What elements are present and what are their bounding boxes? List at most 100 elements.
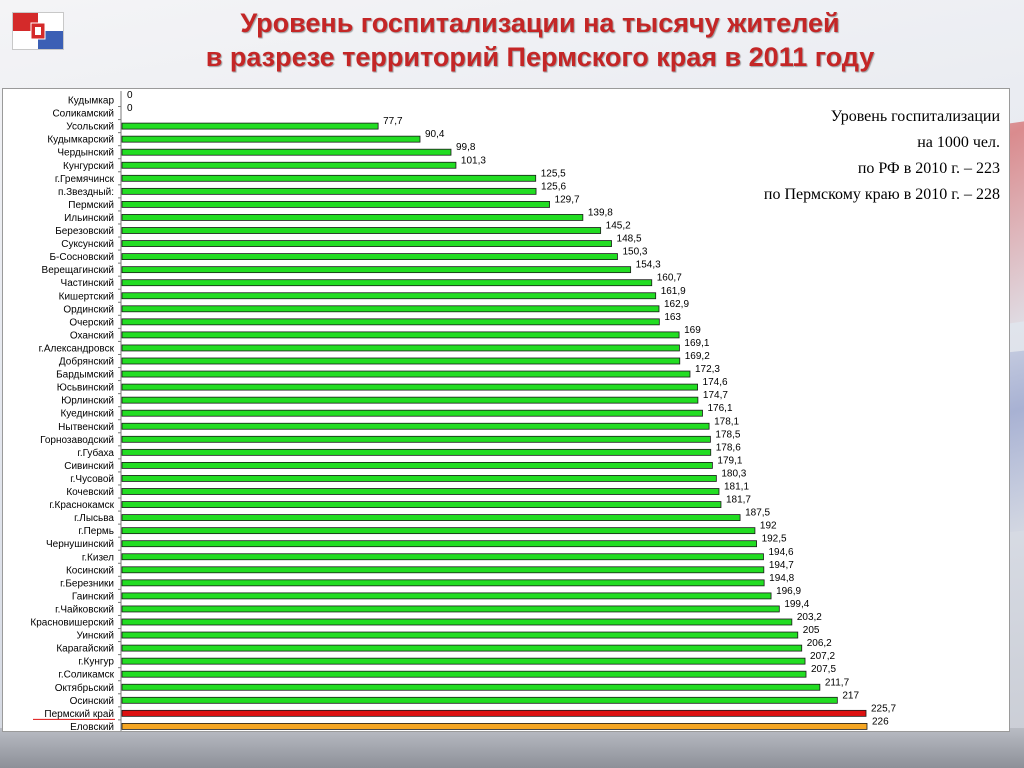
bar <box>121 475 717 482</box>
data-label: 226 <box>872 716 889 727</box>
data-label: 99,8 <box>456 142 476 153</box>
data-label: 194,8 <box>769 573 794 584</box>
category-label: Кунгурский <box>63 161 114 172</box>
data-label: 217 <box>842 690 859 701</box>
bar <box>121 383 698 391</box>
category-label: Верещагинский <box>42 265 114 276</box>
data-label: 174,7 <box>703 390 728 401</box>
title-line-2: в разрезе территорий Пермского края в 20… <box>205 42 875 72</box>
bar <box>121 292 657 300</box>
bar <box>121 201 550 208</box>
category-label: Карагайский <box>56 644 114 655</box>
data-label: 207,5 <box>811 664 836 675</box>
data-label: 162,9 <box>664 299 689 310</box>
bar <box>121 266 632 274</box>
category-label: Юрлинский <box>61 396 114 407</box>
data-label: 180,3 <box>721 468 746 479</box>
bar <box>121 227 602 234</box>
data-label: 90,4 <box>425 129 445 140</box>
data-label: 178,1 <box>714 416 739 427</box>
category-label: Очерский <box>69 317 114 328</box>
category-label: г.Березники <box>60 578 114 589</box>
title-line-1: Уровень госпитализации на тысячу жителей <box>240 8 840 38</box>
data-label: 192,5 <box>762 534 787 545</box>
bar <box>121 240 612 247</box>
category-label: г.Чусовой <box>70 474 114 485</box>
category-label: Красновишерский <box>30 618 114 629</box>
category-label: Частинский <box>61 278 114 289</box>
category-label: Горнозаводский <box>40 435 114 446</box>
category-label: Чернушинский <box>46 539 114 550</box>
bar <box>121 422 710 430</box>
category-label: Пермский край <box>44 709 114 720</box>
bar <box>121 605 780 613</box>
bar <box>121 644 803 652</box>
bar <box>121 657 806 665</box>
bar <box>121 566 765 574</box>
bar <box>121 331 680 339</box>
bar <box>121 448 712 456</box>
background-bottom-band <box>0 728 1024 768</box>
bar <box>121 187 537 195</box>
bar <box>121 461 713 469</box>
bar <box>121 579 765 587</box>
category-label: Октябрьский <box>55 682 114 694</box>
category-label: г.Губаха <box>77 447 114 459</box>
data-label: 169,2 <box>685 351 710 362</box>
bar <box>121 253 618 261</box>
category-label: Ординский <box>63 304 114 315</box>
data-label: 150,3 <box>622 247 647 258</box>
data-label: 0 <box>127 103 133 114</box>
note-line-3: по РФ в 2010 г. – 223 <box>857 160 1000 177</box>
bar <box>121 723 868 730</box>
data-label: 172,3 <box>695 364 720 375</box>
category-label: Кишертский <box>59 291 114 302</box>
category-label: Кудымкар <box>68 96 115 107</box>
data-label: 196,9 <box>776 586 801 597</box>
data-label: 125,5 <box>541 168 566 179</box>
data-label: 129,7 <box>555 194 580 205</box>
data-label: 77,7 <box>383 116 403 127</box>
category-label: г.Кунгур <box>78 657 114 668</box>
data-label: 206,2 <box>807 638 832 649</box>
data-label: 145,2 <box>606 221 631 232</box>
data-label: 125,6 <box>541 181 566 192</box>
bar <box>121 592 772 600</box>
data-label: 194,6 <box>768 547 793 558</box>
note-line-4: по Пермскому краю в 2010 г. – 228 <box>763 186 1000 203</box>
category-label: Еловский <box>70 722 114 731</box>
data-label: 181,7 <box>726 495 751 506</box>
data-label: 179,1 <box>717 455 742 466</box>
bar <box>121 305 660 313</box>
category-label: г.Кизел <box>82 552 114 563</box>
category-label: п.Звездный: <box>58 187 114 198</box>
category-label: Березовский <box>55 226 114 237</box>
category-label: Кочевский <box>66 487 114 498</box>
bar <box>121 696 838 704</box>
bar <box>121 396 699 404</box>
category-label: Добрянский <box>59 356 114 368</box>
bar <box>121 631 799 639</box>
bar <box>121 214 584 221</box>
bar <box>121 344 680 352</box>
bar <box>121 161 457 169</box>
data-label: 0 <box>127 90 133 101</box>
category-label: г.Лысьва <box>74 513 114 524</box>
data-label: 160,7 <box>657 273 682 284</box>
data-label: 154,3 <box>636 260 661 271</box>
bar <box>121 488 720 495</box>
bar <box>121 435 711 443</box>
category-label: Гаинский <box>72 591 114 602</box>
bar <box>121 279 653 287</box>
bar <box>121 709 867 717</box>
category-label: г.Чайковский <box>55 604 114 615</box>
note-line-2: на 1000 чел. <box>917 134 1000 151</box>
data-label: 169,1 <box>684 338 709 349</box>
data-label: 181,1 <box>724 482 749 493</box>
data-label: 148,5 <box>617 234 642 245</box>
data-label: 187,5 <box>745 508 770 519</box>
data-label: 176,1 <box>708 403 733 414</box>
bar <box>121 122 379 130</box>
bar <box>121 553 764 561</box>
data-label: 207,2 <box>810 651 835 662</box>
